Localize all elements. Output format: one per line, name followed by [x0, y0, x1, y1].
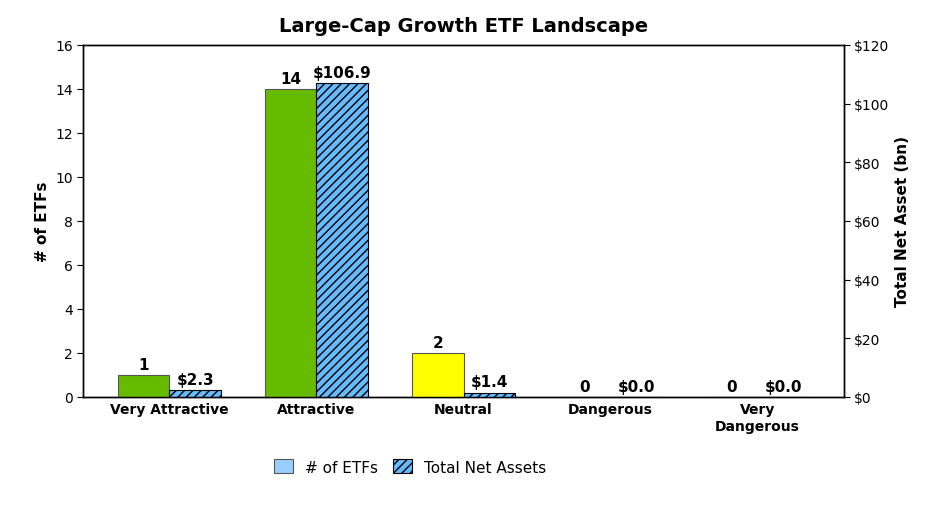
- Bar: [118, 375, 170, 397]
- Text: $2.3: $2.3: [176, 372, 214, 387]
- Text: 1: 1: [138, 357, 149, 372]
- Text: 0: 0: [727, 379, 737, 394]
- Text: $0.0: $0.0: [617, 379, 655, 394]
- Bar: [464, 393, 515, 397]
- Text: 0: 0: [579, 379, 590, 394]
- Bar: [412, 353, 464, 397]
- Bar: [170, 390, 221, 397]
- Text: $1.4: $1.4: [471, 375, 508, 389]
- Text: $0.0: $0.0: [765, 379, 802, 394]
- Y-axis label: # of ETFs: # of ETFs: [34, 181, 50, 262]
- Y-axis label: Total Net Asset (bn): Total Net Asset (bn): [895, 136, 909, 307]
- Bar: [316, 84, 368, 397]
- Legend: # of ETFs, Total Net Assets: # of ETFs, Total Net Assets: [268, 454, 552, 480]
- Title: Large-Cap Growth ETF Landscape: Large-Cap Growth ETF Landscape: [279, 17, 648, 36]
- Bar: [265, 90, 316, 397]
- Text: 2: 2: [432, 335, 443, 350]
- Text: 14: 14: [280, 71, 301, 87]
- Text: $106.9: $106.9: [312, 66, 372, 81]
